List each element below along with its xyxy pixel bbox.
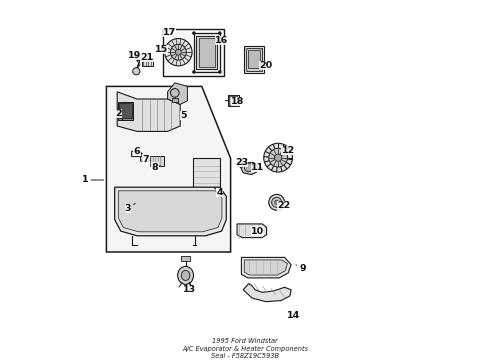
Ellipse shape xyxy=(274,154,282,161)
Text: 11: 11 xyxy=(251,163,264,172)
Ellipse shape xyxy=(181,270,190,280)
Ellipse shape xyxy=(264,143,293,172)
Ellipse shape xyxy=(133,68,140,75)
Polygon shape xyxy=(242,257,291,278)
Ellipse shape xyxy=(245,163,253,172)
Text: 3: 3 xyxy=(125,203,135,213)
Ellipse shape xyxy=(171,89,179,97)
Ellipse shape xyxy=(193,71,196,73)
Text: 21: 21 xyxy=(141,53,154,62)
Text: 5: 5 xyxy=(180,111,187,120)
Ellipse shape xyxy=(193,32,196,35)
Text: 19: 19 xyxy=(127,51,141,62)
Text: 2: 2 xyxy=(115,109,122,120)
Bar xyxy=(120,103,132,118)
Bar xyxy=(198,38,215,67)
Text: 22: 22 xyxy=(277,202,291,210)
Text: 13: 13 xyxy=(183,283,196,294)
Text: 18: 18 xyxy=(231,97,245,106)
Polygon shape xyxy=(168,83,187,104)
Ellipse shape xyxy=(274,200,279,204)
Text: 9: 9 xyxy=(296,264,306,273)
Text: 10: 10 xyxy=(251,227,264,236)
Polygon shape xyxy=(118,191,222,232)
Text: 14: 14 xyxy=(287,310,300,320)
Polygon shape xyxy=(237,224,267,238)
Bar xyxy=(149,156,164,166)
Polygon shape xyxy=(243,284,291,302)
Ellipse shape xyxy=(165,39,192,66)
Text: 17: 17 xyxy=(163,28,176,37)
Text: 15: 15 xyxy=(155,45,168,54)
Bar xyxy=(229,96,238,105)
Ellipse shape xyxy=(269,194,285,210)
Ellipse shape xyxy=(271,197,282,207)
Ellipse shape xyxy=(259,69,262,71)
Bar xyxy=(248,50,260,68)
Text: 12: 12 xyxy=(282,146,295,155)
Polygon shape xyxy=(238,159,245,167)
Polygon shape xyxy=(141,157,151,162)
Polygon shape xyxy=(115,187,226,236)
Polygon shape xyxy=(106,86,231,252)
Ellipse shape xyxy=(269,148,288,167)
Bar xyxy=(246,48,262,71)
Bar xyxy=(196,36,217,69)
Ellipse shape xyxy=(136,55,141,60)
Polygon shape xyxy=(132,151,143,157)
Bar xyxy=(194,33,220,72)
Bar xyxy=(163,29,224,76)
Bar xyxy=(181,256,190,261)
Ellipse shape xyxy=(178,266,194,284)
Text: 8: 8 xyxy=(151,163,160,171)
Text: 16: 16 xyxy=(215,36,228,45)
Ellipse shape xyxy=(175,49,181,55)
Text: 23: 23 xyxy=(235,158,248,167)
Polygon shape xyxy=(117,92,180,131)
Bar xyxy=(193,158,220,190)
Text: 20: 20 xyxy=(259,61,272,70)
Bar xyxy=(142,58,153,66)
Ellipse shape xyxy=(171,44,186,60)
Text: 6: 6 xyxy=(134,147,143,156)
Ellipse shape xyxy=(245,69,247,71)
Text: 4: 4 xyxy=(215,188,223,197)
Polygon shape xyxy=(245,260,288,275)
Polygon shape xyxy=(241,163,258,175)
Text: 7: 7 xyxy=(143,154,151,163)
Ellipse shape xyxy=(219,32,221,35)
Text: 1995 Ford Windstar
A/C Evaporator & Heater Components
Seal - F58Z19C593B: 1995 Ford Windstar A/C Evaporator & Heat… xyxy=(182,338,308,359)
Bar xyxy=(118,102,133,120)
Text: 1: 1 xyxy=(81,175,103,184)
Bar xyxy=(228,95,239,106)
Ellipse shape xyxy=(245,49,247,51)
Ellipse shape xyxy=(259,49,262,51)
Ellipse shape xyxy=(219,71,221,73)
Bar xyxy=(245,46,264,73)
Bar xyxy=(172,98,178,102)
